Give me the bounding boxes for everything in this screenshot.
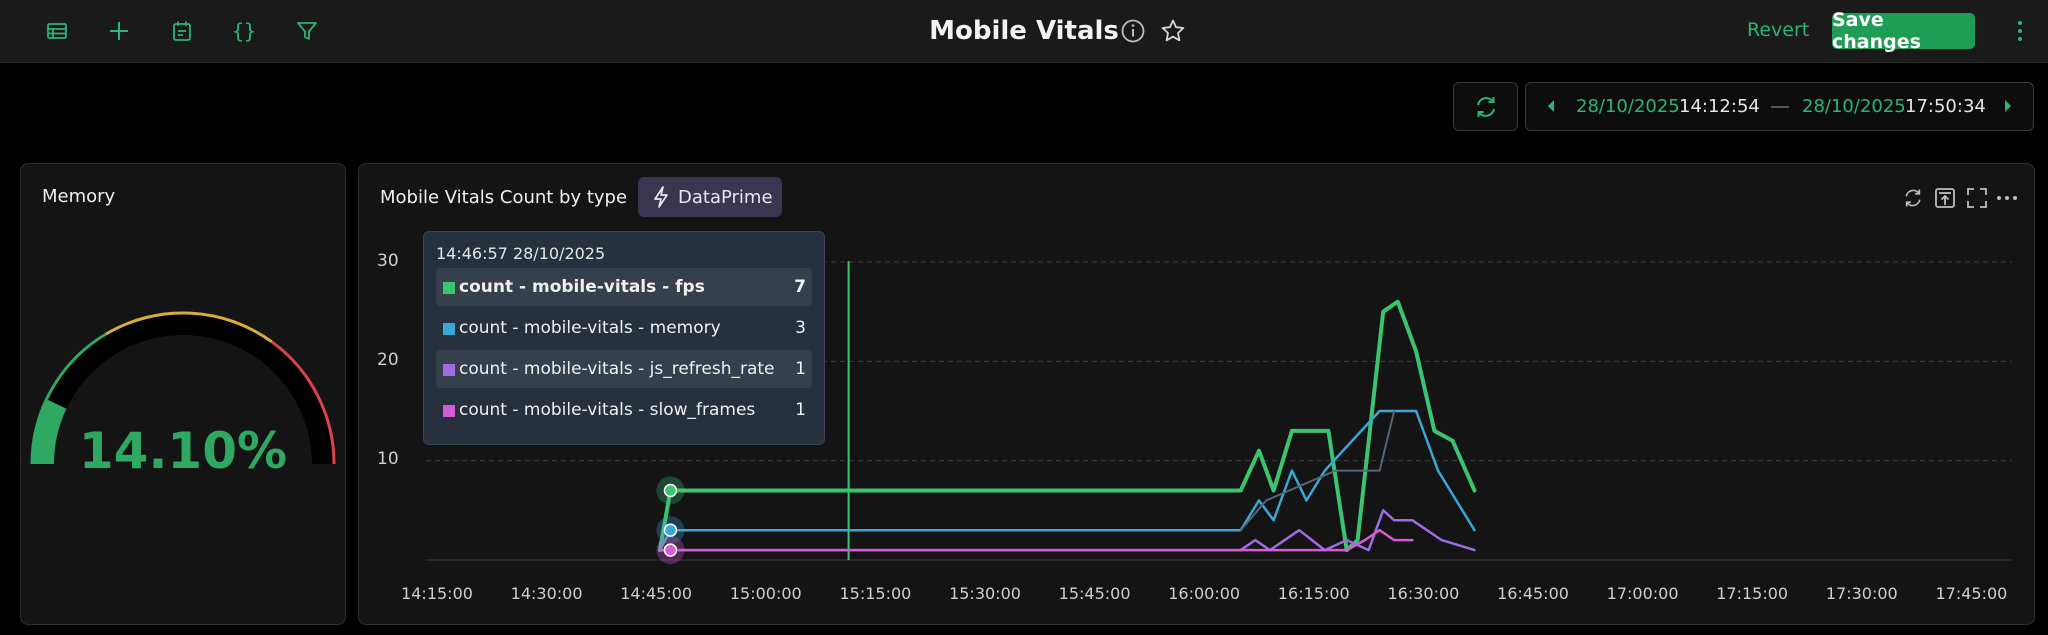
x-tick-label: 15:15:00 <box>839 584 912 603</box>
marker-point <box>663 483 678 498</box>
memory-panel-title: Memory <box>42 186 116 207</box>
x-tick-label: 15:30:00 <box>949 584 1021 603</box>
top-bar: {} Mobile Vitals Revert Save changes <box>0 0 2048 63</box>
range-start-time: 14:12:54 <box>1679 96 1760 117</box>
marker-point <box>663 543 678 557</box>
tooltip-value: 3 <box>795 318 806 338</box>
panel-refresh-icon[interactable] <box>1902 187 1924 209</box>
tooltip-label: count - mobile-vitals - memory <box>459 318 721 338</box>
svg-text:{}: {} <box>232 19 256 43</box>
tooltip-swatch <box>443 323 455 335</box>
braces-icon[interactable]: {} <box>227 14 261 48</box>
y-tick-20: 20 <box>377 350 399 370</box>
range-end-date: 28/10/2025 <box>1802 96 1906 117</box>
x-tick-label: 17:15:00 <box>1716 584 1789 603</box>
memory-gauge <box>30 311 336 465</box>
x-tick-label: 15:45:00 <box>1058 584 1131 603</box>
x-tick-label: 16:45:00 <box>1497 584 1569 603</box>
export-icon[interactable] <box>1934 187 1956 209</box>
table-icon[interactable] <box>40 14 74 48</box>
x-tick-label: 17:00:00 <box>1606 584 1679 603</box>
memory-panel: Memory 14.10% <box>20 163 346 625</box>
refresh-icon <box>1476 96 1495 117</box>
time-range-picker[interactable]: 28/10/2025 14:12:54 28/10/2025 17:50:34 <box>1525 82 2034 131</box>
series-line-3 <box>658 528 1414 552</box>
tooltip-swatch <box>443 364 455 376</box>
tooltip-value: 1 <box>795 400 806 420</box>
tooltip-row-memory: count - mobile-vitals - memory 3 <box>436 309 812 347</box>
star-icon[interactable] <box>1160 18 1186 48</box>
chart-panel-title: Mobile Vitals Count by type <box>380 187 628 208</box>
refresh-button[interactable] <box>1453 82 1518 131</box>
series-line-2 <box>658 509 1476 552</box>
tooltip-value: 1 <box>795 359 806 379</box>
y-tick-10: 10 <box>377 449 399 469</box>
range-end-time: 17:50:34 <box>1905 96 1986 117</box>
range-separator <box>1771 106 1789 108</box>
chart-tooltip: 14:46:57 28/10/2025 count - mobile-vital… <box>423 231 825 445</box>
x-tick-label: 14:45:00 <box>620 584 693 603</box>
tooltip-swatch <box>443 282 455 294</box>
info-icon[interactable] <box>1120 18 1146 48</box>
dataprime-badge[interactable]: DataPrime <box>638 177 782 217</box>
bolt-icon <box>654 186 668 208</box>
prev-range-icon[interactable] <box>1546 99 1556 113</box>
filter-icon[interactable] <box>290 14 324 48</box>
tooltip-label: count - mobile-vitals - fps <box>459 277 705 297</box>
revert-button[interactable]: Revert <box>1747 19 1810 41</box>
x-tick-label: 15:00:00 <box>729 584 802 603</box>
tooltip-label: count - mobile-vitals - slow_frames <box>459 400 756 420</box>
x-tick-label: 16:30:00 <box>1387 584 1460 603</box>
tooltip-swatch <box>443 405 455 417</box>
x-tick-label: 16:15:00 <box>1277 584 1350 603</box>
x-tick-label: 14:15:00 <box>401 584 473 603</box>
tooltip-time: 14:46:57 28/10/2025 <box>436 244 606 263</box>
x-tick-label: 17:30:00 <box>1825 584 1898 603</box>
tooltip-row-js-refresh-rate: count - mobile-vitals - js_refresh_rate … <box>436 350 812 388</box>
page-title: Mobile Vitals <box>929 16 1119 46</box>
range-start-date: 28/10/2025 <box>1576 96 1680 117</box>
panel-more-icon[interactable] <box>1995 187 2019 209</box>
x-tick-label: 14:30:00 <box>510 584 583 603</box>
save-changes-button[interactable]: Save changes <box>1832 9 1975 53</box>
marker-point <box>663 523 678 537</box>
dataprime-badge-label: DataPrime <box>678 186 773 208</box>
x-tick-label: 16:00:00 <box>1168 584 1241 603</box>
next-range-icon[interactable] <box>2003 99 2013 113</box>
tooltip-value: 7 <box>794 277 806 297</box>
tooltip-label: count - mobile-vitals - js_refresh_rate <box>459 359 775 379</box>
x-tick-label: 17:45:00 <box>1935 584 2008 603</box>
memory-value: 14.10% <box>78 422 288 480</box>
y-tick-30: 30 <box>377 251 399 271</box>
tooltip-row-slow-frames: count - mobile-vitals - slow_frames 1 <box>436 391 812 429</box>
calendar-icon[interactable] <box>165 14 199 48</box>
more-options-icon[interactable] <box>2010 18 2030 48</box>
add-icon[interactable] <box>102 14 136 48</box>
fullscreen-icon[interactable] <box>1966 187 1988 209</box>
series-line-4 <box>1239 410 1396 532</box>
tooltip-row-fps: count - mobile-vitals - fps 7 <box>436 268 812 306</box>
